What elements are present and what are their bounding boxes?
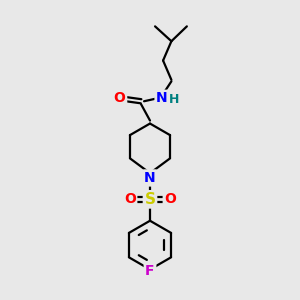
Text: O: O [164, 192, 176, 206]
Text: O: O [124, 192, 136, 206]
Text: H: H [169, 93, 180, 106]
Text: N: N [156, 91, 168, 105]
Text: O: O [114, 91, 126, 105]
Text: N: N [144, 171, 156, 185]
Text: S: S [145, 192, 155, 207]
Text: F: F [145, 264, 155, 278]
